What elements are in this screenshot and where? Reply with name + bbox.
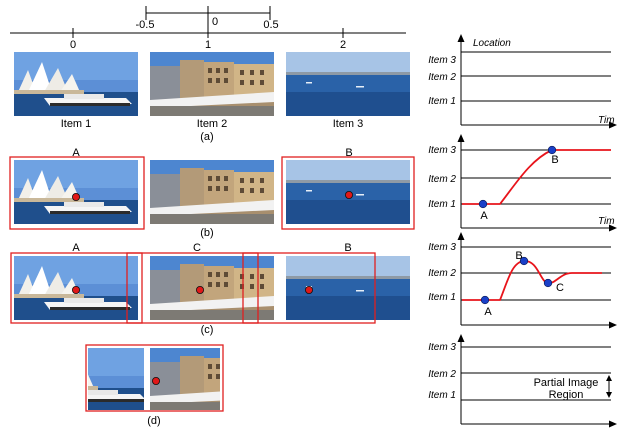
graph-a-item2: Item 2 — [428, 72, 456, 83]
panel-c-label: (c) — [201, 324, 214, 336]
item-1-caption: Item 1 — [61, 118, 92, 130]
graph-a-item1: Item 1 — [428, 96, 456, 107]
point-b-B — [547, 145, 557, 155]
partial-region-line2: Region — [549, 389, 584, 401]
panel-c-label-A: A — [72, 242, 80, 254]
graph-c-marker-C: C — [556, 282, 564, 294]
trajectory-c — [462, 260, 602, 301]
graph-b: Item 3 Item 2 Item 1 Tim A B — [428, 134, 617, 232]
graph-b-x-label: Tim — [598, 216, 615, 227]
frame-c-C — [126, 252, 259, 324]
panel-b-label-A: A — [72, 147, 80, 159]
photo-item-2 — [150, 52, 274, 116]
panel-d-label: (d) — [147, 415, 160, 427]
graph-b-item1: Item 1 — [428, 199, 456, 210]
panel-b-label: (b) — [200, 227, 213, 239]
photo-c-2 — [150, 256, 274, 320]
graph-c-item3: Item 3 — [428, 242, 456, 253]
graph-a: Location Item 3 Item 2 Item 1 Tim — [428, 34, 617, 129]
window-tick-pos: 0.5 — [263, 19, 278, 31]
graph-a-x-label: Tim — [598, 115, 615, 126]
graph-c-item2: Item 2 — [428, 268, 456, 279]
photo-item-1 — [14, 52, 138, 116]
frame-b-B — [281, 156, 415, 230]
point-c-B — [519, 256, 529, 266]
focus-dot-c-A — [72, 285, 81, 294]
panel-a-label: (a) — [200, 131, 213, 143]
graph-c: Item 3 Item 2 Item 1 A B C — [428, 232, 617, 329]
focus-dot-c-C — [195, 285, 204, 294]
graph-c-marker-A: A — [484, 306, 492, 318]
window-tick-zero: 0 — [212, 16, 218, 28]
graph-b-marker-A: A — [480, 210, 488, 222]
graph-b-item3: Item 3 — [428, 145, 456, 156]
panel-c: A C B (c) — [10, 242, 410, 336]
graph-a-item3: Item 3 — [428, 55, 456, 66]
focus-dot-b-A — [72, 192, 81, 201]
trajectory-b — [462, 149, 611, 205]
graph-b-marker-B: B — [551, 154, 558, 166]
frame-b-A — [9, 156, 145, 230]
panel-c-label-B: B — [344, 242, 351, 254]
frame-d — [85, 344, 224, 412]
timeline-tick-2: 2 — [340, 39, 346, 51]
graph-d-item3: Item 3 — [428, 342, 456, 353]
graph-b-item2: Item 2 — [428, 174, 456, 185]
point-c-A — [480, 295, 490, 305]
frame-c-A — [10, 252, 143, 324]
graph-c-item1: Item 1 — [428, 292, 456, 303]
photo-b-2 — [150, 160, 274, 224]
panel-d: (d) — [85, 344, 224, 427]
graph-d: Item 3 Item 2 Item 1 Partial Image Regio… — [428, 334, 617, 428]
panel-c-label-C: C — [193, 242, 201, 254]
graph-d-item2: Item 2 — [428, 369, 456, 380]
item-2-caption: Item 2 — [197, 118, 228, 130]
focus-dot-c-B — [304, 285, 313, 294]
panel-a: Item 1 Item 2 Item 3 (a) — [14, 52, 410, 143]
window-tick-neg: -0.5 — [136, 19, 155, 31]
timeline-tick-1: 1 — [205, 39, 211, 51]
point-b-A — [478, 199, 488, 209]
timeline: 0 1 2 — [10, 6, 406, 51]
panel-b-label-B: B — [345, 147, 352, 159]
panel-b: A B (b) — [9, 147, 415, 239]
graph-d-item1: Item 1 — [428, 390, 456, 401]
partial-region-line1: Partial Image — [534, 377, 599, 389]
focus-dot-d — [151, 376, 160, 385]
point-c-C — [543, 278, 553, 288]
focus-dot-b-B — [344, 190, 353, 199]
time-window-bracket: -0.5 0 0.5 — [136, 6, 279, 31]
item-3-caption: Item 3 — [333, 118, 364, 130]
graph-a-y-label: Location — [473, 38, 511, 49]
graph-c-marker-B: B — [515, 250, 522, 262]
photo-c-3 — [286, 256, 410, 320]
frame-c-B — [242, 252, 376, 324]
timeline-tick-0: 0 — [70, 39, 76, 51]
photo-b-1 — [14, 160, 138, 224]
photo-item-3 — [286, 52, 410, 116]
